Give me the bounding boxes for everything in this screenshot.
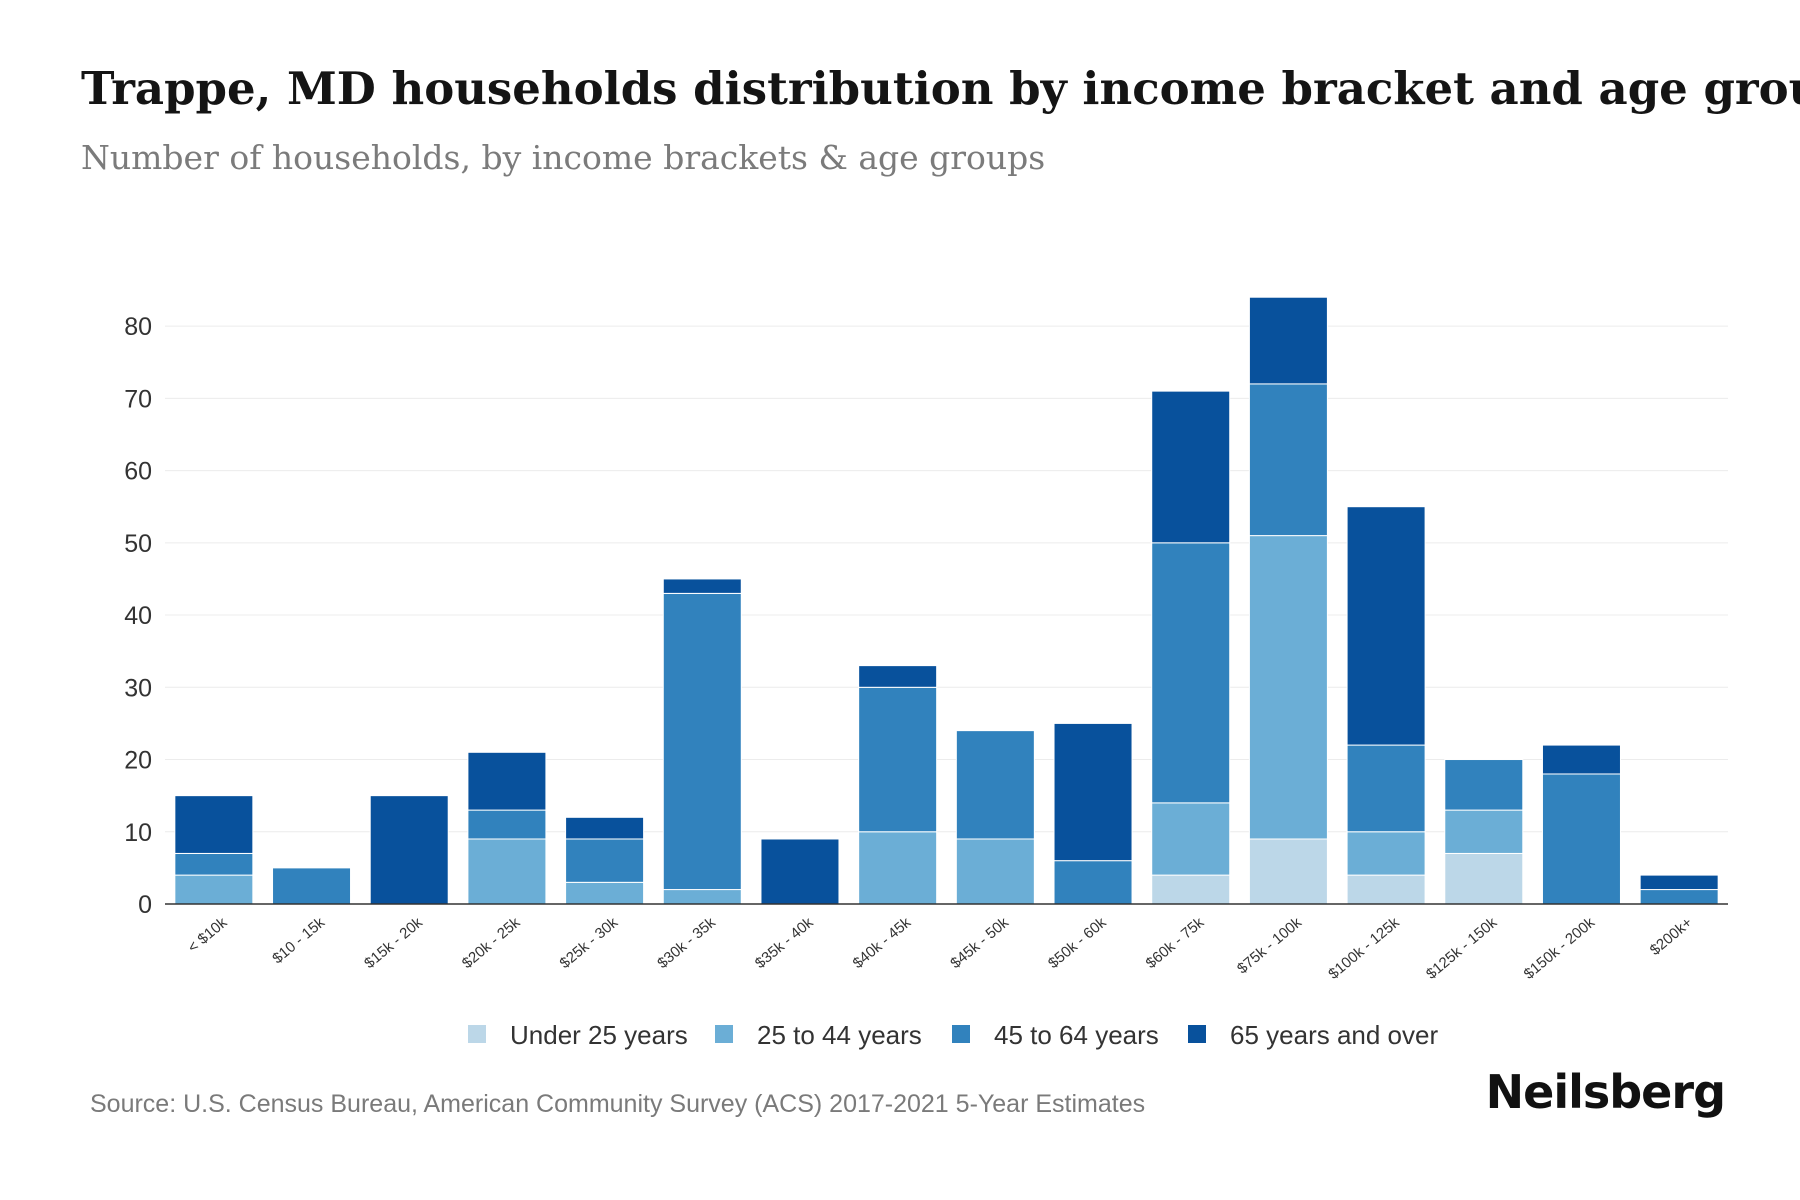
chart-title: Trappe, MD households distribution by in… — [81, 62, 1800, 115]
bar-segment — [858, 686, 938, 833]
legend: Under 25 years 25 to 44 years 45 to 64 yea… — [468, 1020, 1438, 1050]
x-tick-label: $125k - 150k — [1423, 914, 1501, 983]
legend-label: 25 to 44 years — [757, 1020, 922, 1050]
x-tick-label: $150k - 200k — [1521, 914, 1599, 983]
grid-layer — [165, 325, 1728, 833]
y-tick-label: 30 — [124, 674, 152, 702]
bar-layer — [174, 296, 1719, 905]
bar-segment — [1053, 722, 1133, 862]
bar-segment — [1444, 852, 1524, 905]
bar-segment — [1053, 860, 1133, 905]
x-tick-label: $20k - 25k — [459, 914, 524, 972]
x-tick-label: $35k - 40k — [752, 914, 817, 972]
bar-segment — [1151, 542, 1231, 804]
bar-segment — [369, 795, 449, 905]
x-tick-label: $200k+ — [1647, 914, 1696, 959]
bar-segment — [1346, 744, 1426, 833]
x-tick-label: $45k - 50k — [947, 914, 1012, 972]
bar-segment — [662, 889, 742, 905]
brand-logo: Neilsberg — [1485, 1065, 1726, 1119]
bar-segment — [467, 809, 547, 840]
y-tick-label: 0 — [138, 891, 152, 919]
x-tick-label: $100k - 125k — [1325, 914, 1403, 983]
bar-segment — [955, 838, 1035, 905]
bar-segment — [1346, 831, 1426, 876]
bar-segment — [1541, 773, 1621, 905]
x-tick-label: $30k - 35k — [654, 914, 719, 972]
bar-segment — [467, 838, 547, 905]
bar-segment — [174, 852, 254, 876]
bar-segment — [662, 592, 742, 891]
legend-swatch — [952, 1025, 970, 1043]
bar-segment — [1444, 809, 1524, 854]
y-tick-label: 20 — [124, 747, 152, 775]
bar-segment — [662, 578, 742, 594]
bar-segment — [174, 874, 254, 905]
x-tick-label: < $10k — [185, 914, 231, 957]
x-tick-label: $40k - 45k — [850, 914, 915, 972]
legend-label: 65 years and over — [1230, 1020, 1438, 1050]
y-tick-label: 50 — [124, 530, 152, 558]
x-tick-label: $75k - 100k — [1234, 914, 1305, 978]
x-tick-label: $25k - 30k — [557, 914, 622, 972]
bar-segment — [1639, 889, 1719, 905]
x-tick-label: $60k - 75k — [1143, 914, 1208, 972]
x-tick-label: $15k - 20k — [361, 914, 426, 972]
y-tick-label: 60 — [124, 458, 152, 486]
x-tick-label: $10 - 15k — [269, 914, 328, 968]
bar-segment — [1346, 506, 1426, 746]
y-tick-label: 10 — [124, 819, 152, 847]
bar-segment — [955, 730, 1035, 840]
bar-segment — [1346, 874, 1426, 905]
chart-subtitle: Number of households, by income brackets… — [81, 138, 1046, 177]
bar-segment — [1151, 390, 1231, 544]
bar-segment — [1151, 874, 1231, 905]
legend-swatch — [468, 1025, 486, 1043]
bar-segment — [1248, 383, 1328, 537]
x-tick-label: $50k - 60k — [1045, 914, 1110, 972]
bar-segment — [1248, 535, 1328, 840]
bar-segment — [174, 795, 254, 854]
bar-segment — [467, 751, 547, 811]
y-tick-label: 70 — [124, 385, 152, 413]
bar-segment — [1151, 802, 1231, 876]
bar-segment — [1444, 759, 1524, 811]
legend-swatch — [1188, 1025, 1206, 1043]
bar-segment — [1248, 838, 1328, 905]
bar-segment — [1541, 744, 1621, 775]
bar-segment — [1248, 296, 1328, 385]
bar-segment — [272, 867, 352, 905]
bar-segment — [858, 831, 938, 905]
bar-segment — [760, 838, 840, 905]
legend-label: 45 to 64 years — [994, 1020, 1159, 1050]
bar-segment — [1639, 874, 1719, 891]
bar-segment — [858, 665, 938, 688]
y-tick-label: 40 — [124, 602, 152, 630]
bar-segment — [565, 838, 645, 883]
legend-label: Under 25 years — [510, 1020, 688, 1050]
source-note: Source: U.S. Census Bureau, American Com… — [90, 1090, 1146, 1118]
bar-segment — [565, 816, 645, 840]
legend-swatch — [715, 1025, 733, 1043]
y-tick-label: 80 — [124, 313, 152, 341]
bar-segment — [565, 881, 645, 905]
